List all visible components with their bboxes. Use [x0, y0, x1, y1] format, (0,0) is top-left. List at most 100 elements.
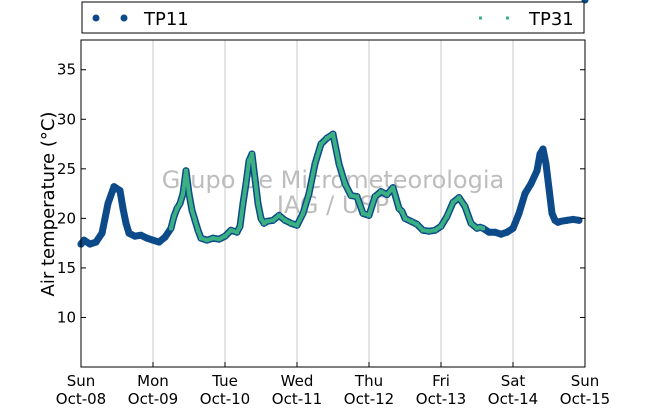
data-point: [161, 233, 169, 241]
data-point: [445, 214, 449, 219]
data-point: [337, 161, 341, 166]
x-tick-date-3: Oct-11: [272, 390, 322, 408]
data-point: [503, 228, 511, 236]
data-point: [181, 191, 185, 196]
data-point: [86, 240, 94, 248]
x-tick-day-3: Wed: [281, 372, 314, 390]
data-point: [367, 213, 371, 218]
data-point: [307, 191, 311, 196]
data-point: [457, 195, 461, 200]
data-point: [265, 219, 269, 224]
data-point: [349, 193, 353, 198]
data-point: [137, 231, 145, 239]
data-point: [256, 201, 260, 206]
y-axis-title: Air temperature (°C): [38, 112, 59, 297]
data-point: [542, 160, 550, 168]
data-point: [331, 132, 335, 137]
legend: TP11 TP31: [81, 1, 585, 34]
y-tick-label-35: 35: [57, 61, 76, 79]
data-point: [178, 201, 182, 206]
x-tick-date-7: Oct-15: [560, 390, 610, 408]
data-point: [184, 168, 188, 173]
data-point: [187, 191, 191, 196]
data-point: [403, 216, 407, 221]
data-point: [433, 228, 437, 233]
data-point: [259, 216, 263, 221]
y-tick-label-20: 20: [57, 209, 76, 227]
legend-label-tp31: TP31: [528, 9, 574, 30]
data-point: [545, 185, 553, 193]
data-point: [253, 176, 257, 181]
data-point: [509, 224, 517, 232]
data-point: [289, 221, 293, 226]
data-point: [427, 229, 431, 234]
data-point: [235, 230, 239, 235]
data-point: [211, 236, 215, 241]
data-point: [557, 217, 565, 225]
data-point: [475, 226, 479, 231]
series-tp31: [169, 132, 485, 243]
data-point: [149, 236, 157, 244]
data-point: [391, 185, 395, 190]
data-point: [343, 181, 347, 186]
data-point: [313, 161, 317, 166]
data-point: [385, 192, 389, 197]
data-point: [241, 201, 245, 206]
data-point: [515, 209, 523, 217]
data-point: [491, 228, 499, 236]
data-point: [361, 211, 365, 216]
data-point: [238, 224, 242, 229]
y-tick-label-15: 15: [57, 259, 76, 277]
legend-box: [81, 1, 585, 34]
data-point: [439, 224, 443, 229]
x-tick-day-4: Thu: [354, 372, 383, 390]
x-tick-date-6: Oct-14: [488, 390, 538, 408]
data-point: [271, 218, 275, 223]
data-point: [223, 234, 227, 239]
data-point: [80, 236, 88, 244]
data-point: [421, 228, 425, 233]
data-point: [101, 214, 109, 222]
data-point: [262, 221, 266, 226]
data-point: [98, 229, 106, 237]
data-point: [355, 194, 359, 199]
x-tick-day-6: Sat: [501, 372, 526, 390]
data-point: [125, 229, 133, 237]
data-point: [250, 151, 254, 156]
data-point: [122, 219, 130, 227]
data-point: [497, 230, 505, 238]
data-point: [295, 223, 299, 228]
data-point: [277, 213, 281, 218]
y-tick-label-10: 10: [57, 308, 76, 326]
grid: [152, 40, 514, 367]
data-point: [325, 136, 329, 141]
x-tick-date-4: Oct-12: [344, 390, 394, 408]
data-point: [409, 219, 413, 224]
data-point: [319, 142, 323, 147]
x-tick-day-0: Sun: [67, 372, 96, 390]
watermark-line-1: Grupo de Micrometeorologia: [162, 166, 504, 194]
y-axis-ticks: 10 15 20 25 30 35: [57, 61, 585, 326]
data-point: [199, 236, 203, 241]
data-point: [301, 211, 305, 216]
x-tick-date-5: Oct-13: [416, 390, 466, 408]
x-tick-day-2: Tue: [211, 372, 238, 390]
plot-frame: [80, 39, 586, 368]
y-tick-label-30: 30: [57, 110, 76, 128]
data-point: [469, 221, 473, 226]
data-point: [110, 183, 118, 191]
data-point: [563, 216, 571, 224]
data-point: [400, 209, 404, 214]
x-tick-day-1: Mon: [137, 372, 169, 390]
y-tick-label-25: 25: [57, 160, 76, 178]
data-point: [539, 145, 547, 153]
data-point: [169, 226, 173, 231]
data-point: [205, 238, 209, 243]
watermark: Grupo de Micrometeorologia IAG / USP: [162, 166, 504, 219]
data-point: [119, 204, 127, 212]
series: [77, 0, 589, 248]
data-point: [92, 238, 100, 246]
data-point: [116, 187, 124, 195]
data-point: [244, 181, 248, 186]
